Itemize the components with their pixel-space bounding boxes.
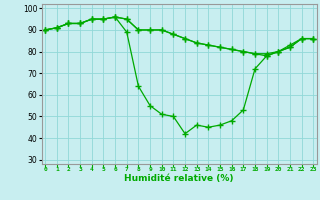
X-axis label: Humidité relative (%): Humidité relative (%) (124, 174, 234, 183)
